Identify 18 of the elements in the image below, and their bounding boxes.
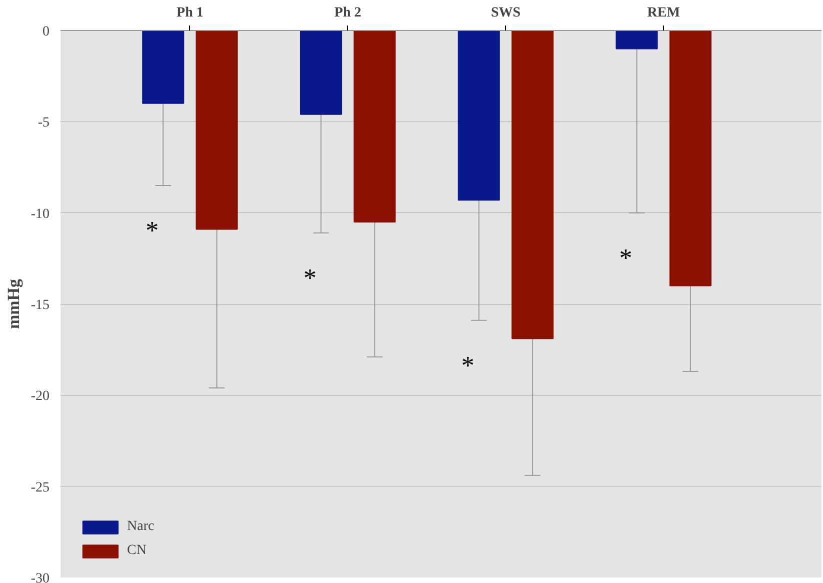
x-tick-label: Ph 1: [176, 6, 204, 20]
y-axis-title: mmHg: [4, 278, 23, 330]
annotation: *: [146, 216, 159, 245]
legend-label: CN: [127, 543, 147, 559]
y-tick-label: -20: [30, 389, 50, 404]
annotation: *: [303, 263, 316, 292]
y-tick-label: -30: [30, 572, 50, 583]
y-tick-label: -15: [30, 298, 50, 313]
y-tick-label: -10: [30, 206, 50, 222]
x-tick-label: REM: [647, 6, 680, 20]
x-tick-label: Ph 2: [334, 6, 362, 20]
legend-label: Narc: [127, 519, 154, 535]
y-tick-label: 0: [42, 24, 50, 40]
y-tick-label: -25: [30, 480, 50, 496]
y-tick-label: -5: [38, 116, 50, 131]
annotation: *: [619, 243, 632, 272]
x-tick-label: SWS: [490, 6, 521, 20]
annotation: *: [461, 350, 474, 380]
